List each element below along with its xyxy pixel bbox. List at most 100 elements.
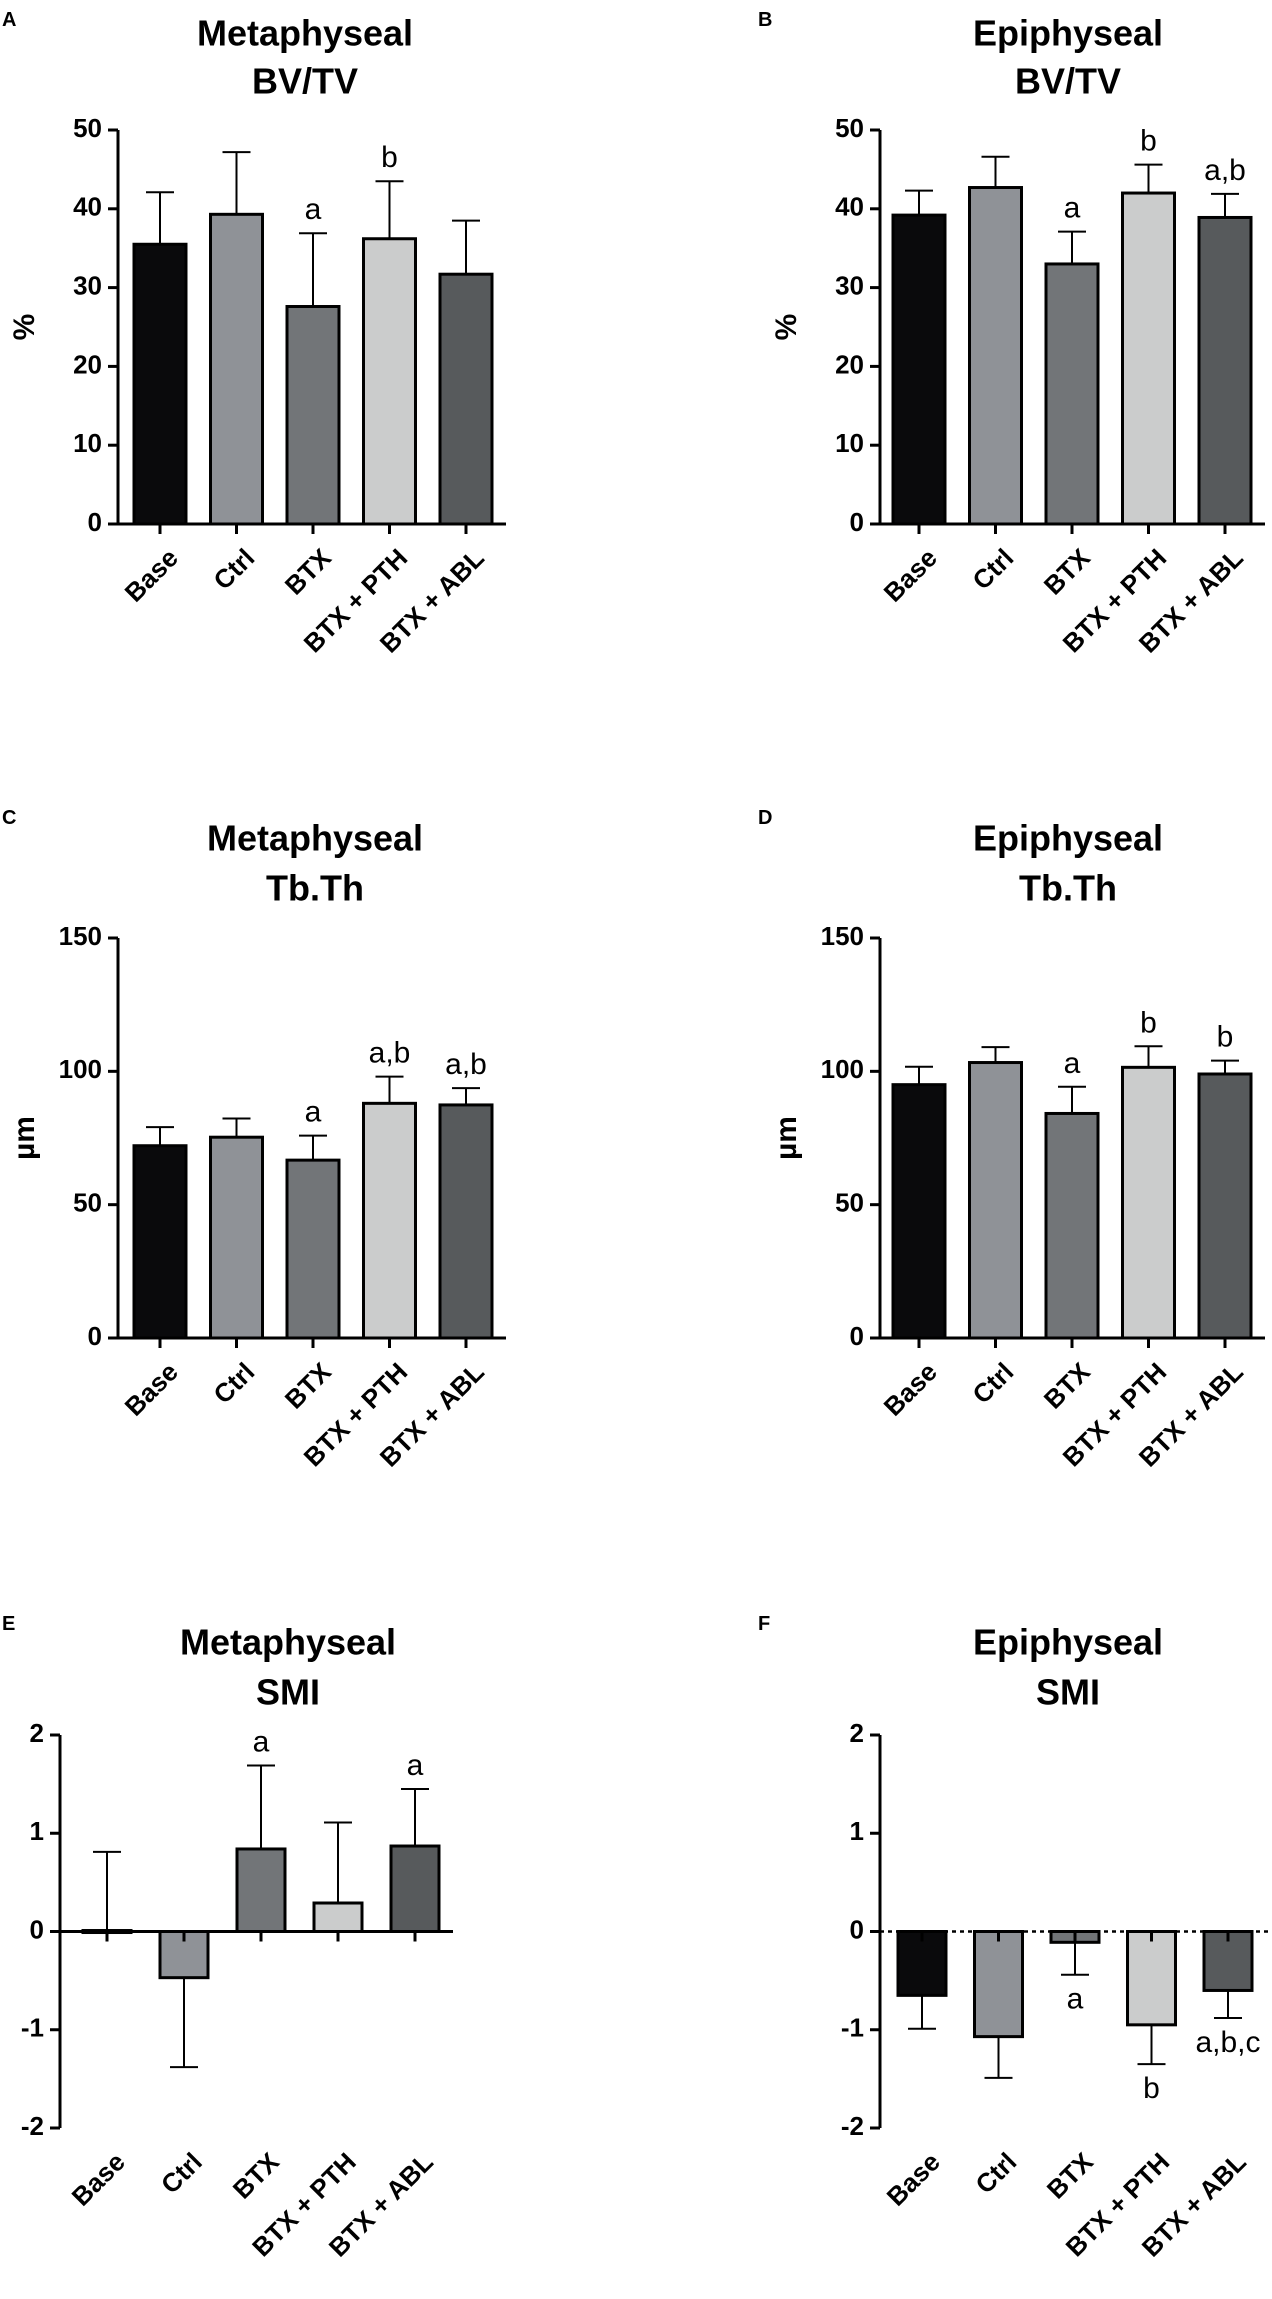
bar-btx-abl <box>438 272 494 526</box>
x-tick-label: Base <box>878 1357 943 1422</box>
x-tick-label: BTX <box>1038 542 1096 600</box>
x-tick-label: Ctrl <box>155 2147 208 2200</box>
y-tick-label: 0 <box>850 1321 864 1351</box>
bar-ctrl <box>968 186 1023 526</box>
chart-title-line-2: Tb.Th <box>1019 868 1117 909</box>
bar-btx-abl <box>1202 1930 1254 1992</box>
y-tick-label: 100 <box>821 1054 864 1084</box>
y-tick-label: 10 <box>835 428 864 458</box>
chart-title-line-2: Tb.Th <box>266 868 364 909</box>
y-tick-label: 50 <box>835 1188 864 1218</box>
y-tick-label: 0 <box>850 507 864 537</box>
x-tick-label: BTX <box>279 542 337 600</box>
chart-panel-a: A Metaphyseal BV/TV 0 10 20 30 40 50% Base Ctrl BTX… <box>2 9 506 659</box>
panel-letter: A <box>2 9 16 31</box>
chart-title-line-2: BV/TV <box>252 61 358 102</box>
significance-label: a,b <box>369 1037 411 1070</box>
bar-btx-abl <box>1197 1072 1253 1340</box>
chart-title-line-2: BV/TV <box>1015 61 1121 102</box>
chart-panel-c: C Metaphyseal Tb.Th 0 50 100 150 µm Base Ctrl BTX a… <box>2 807 506 1473</box>
significance-label: a <box>305 1096 322 1129</box>
y-tick-label: 0 <box>850 1914 864 1944</box>
chart-title-line-2: SMI <box>1036 1672 1100 1713</box>
x-tick-label: BTX <box>227 2146 285 2204</box>
significance-label: a <box>1067 1983 1084 2016</box>
bar-btx <box>1044 262 1100 526</box>
x-tick-label: Base <box>881 2147 946 2212</box>
y-tick-label: -2 <box>841 2111 864 2141</box>
x-tick-label: Base <box>119 1357 184 1422</box>
bar-btx <box>285 1158 341 1340</box>
bar-btx <box>1044 1111 1100 1340</box>
chart-panel-b: B Epiphyseal BV/TV 0 10 20 30 40 50% Base Ctrl BTX a… <box>758 9 1265 659</box>
significance-label: a,b <box>1204 154 1246 187</box>
y-axis-label: % <box>8 314 41 341</box>
y-tick-label: 2 <box>30 1718 44 1748</box>
y-tick-label: 30 <box>73 270 102 300</box>
y-tick-label: 0 <box>30 1914 44 1944</box>
significance-label: a <box>253 1725 270 1758</box>
x-tick-label: Ctrl <box>966 543 1019 596</box>
significance-label: a,b,c <box>1195 2026 1260 2059</box>
y-axis-label: µm <box>8 1116 41 1160</box>
x-tick-label: Base <box>119 543 184 608</box>
x-tick-label: Base <box>66 2147 131 2212</box>
y-tick-label: 40 <box>73 192 102 222</box>
significance-label: b <box>1143 2072 1160 2105</box>
y-tick-label: -1 <box>21 2013 44 2043</box>
x-tick-label: Ctrl <box>969 2147 1022 2200</box>
bar-base <box>132 1144 188 1340</box>
y-tick-label: 20 <box>73 349 102 379</box>
panel-letter: F <box>758 1613 770 1635</box>
x-tick-label: Ctrl <box>966 1357 1019 1410</box>
y-tick-label: 10 <box>73 428 102 458</box>
chart-title-line-2: SMI <box>256 1672 320 1713</box>
panel-letter: E <box>2 1613 15 1635</box>
bar-btx-pth <box>1121 1065 1176 1340</box>
bar-base <box>891 1083 947 1340</box>
bar-btx-pth <box>312 1901 364 1933</box>
chart-title-line-1: Metaphyseal <box>180 1622 396 1663</box>
y-tick-label: 150 <box>821 921 864 951</box>
panel-letter: B <box>758 9 772 31</box>
bar-base <box>891 213 947 526</box>
y-tick-label: 1 <box>30 1816 44 1846</box>
bar-btx-abl <box>438 1103 494 1340</box>
bar-ctrl <box>968 1061 1023 1340</box>
significance-label: a <box>1064 192 1081 225</box>
y-tick-label: 100 <box>59 1054 102 1084</box>
y-tick-label: 40 <box>835 192 864 222</box>
y-tick-label: 150 <box>59 921 102 951</box>
chart-title-line-1: Epiphyseal <box>973 13 1163 54</box>
bar-btx-abl <box>389 1844 441 1933</box>
significance-label: a,b <box>445 1048 487 1081</box>
y-tick-label: -1 <box>841 2013 864 2043</box>
bar-ctrl <box>973 1930 1024 2039</box>
panel-letter: D <box>758 807 772 829</box>
bar-base <box>132 242 188 526</box>
x-tick-label: Ctrl <box>207 1357 260 1410</box>
significance-label: a <box>1064 1047 1081 1080</box>
significance-label: b <box>1217 1021 1234 1054</box>
bar-btx-pth <box>362 1101 417 1340</box>
chart-title-line-1: Metaphyseal <box>207 818 423 859</box>
bar-ctrl <box>209 212 264 526</box>
bar-btx-pth <box>1121 191 1176 526</box>
y-axis-label: % <box>770 314 803 341</box>
x-tick-label: BTX <box>1041 2146 1099 2204</box>
y-tick-label: -2 <box>21 2111 44 2141</box>
y-tick-label: 2 <box>850 1718 864 1748</box>
bar-btx-pth <box>1126 1930 1177 2027</box>
significance-label: a <box>407 1749 424 1782</box>
bar-btx <box>285 305 341 526</box>
significance-label: b <box>381 141 398 174</box>
significance-label: b <box>1140 1006 1157 1039</box>
y-tick-label: 0 <box>88 1321 102 1351</box>
y-tick-label: 50 <box>73 113 102 143</box>
bar-btx-pth <box>362 237 417 526</box>
bar-ctrl <box>209 1135 264 1340</box>
